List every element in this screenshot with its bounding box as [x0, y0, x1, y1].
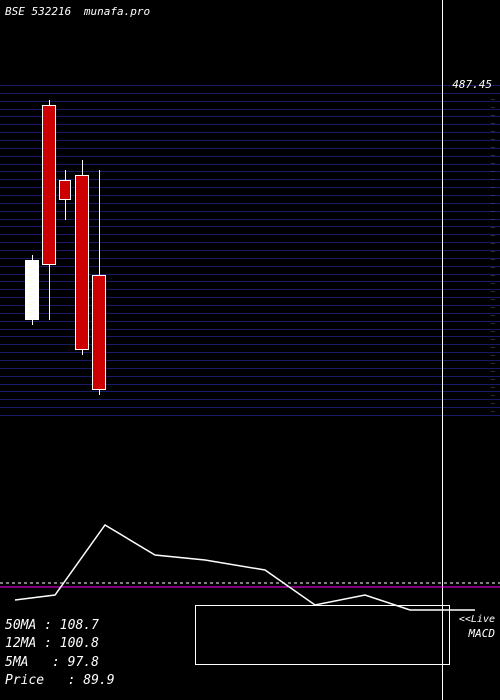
- price-tick: —: [491, 111, 495, 119]
- ma5-row: 5MA : 97.8: [5, 654, 115, 672]
- price-tick: —: [491, 167, 495, 175]
- price-tick: —: [491, 127, 495, 135]
- price-tick: —: [491, 343, 495, 351]
- price-tick: —: [491, 231, 495, 239]
- price-tick: —: [491, 375, 495, 383]
- price-tick: —: [491, 335, 495, 343]
- price-tick: —: [491, 311, 495, 319]
- price-tick: —: [491, 351, 495, 359]
- macd-label: MACD: [469, 627, 496, 640]
- macd-line: [15, 525, 475, 610]
- macd-box: [195, 605, 450, 665]
- price-tick: —: [491, 199, 495, 207]
- price-tick: —: [491, 135, 495, 143]
- price-tick: —: [491, 215, 495, 223]
- ma12-row: 12MA : 100.8: [5, 635, 115, 653]
- price-row: Price : 89.9: [5, 672, 115, 690]
- price-tick: —: [491, 191, 495, 199]
- price-tick: —: [491, 239, 495, 247]
- ma50-row: 50MA : 108.7: [5, 617, 115, 635]
- price-tick: —: [491, 271, 495, 279]
- price-tick: —: [491, 303, 495, 311]
- price-tick: —: [491, 279, 495, 287]
- price-tick: —: [491, 327, 495, 335]
- price-tick: —: [491, 407, 495, 415]
- price-tick: —: [491, 159, 495, 167]
- price-tick: —: [491, 95, 495, 103]
- price-tick: —: [491, 183, 495, 191]
- info-box: 50MA : 108.7 12MA : 100.8 5MA : 97.8 Pri…: [5, 617, 115, 690]
- price-tick: —: [491, 103, 495, 111]
- macd-panel: [0, 0, 500, 700]
- price-tick: —: [491, 287, 495, 295]
- price-tick: —: [491, 247, 495, 255]
- price-tick: —: [491, 367, 495, 375]
- live-label: <<Live: [459, 614, 495, 625]
- price-tick: —: [491, 391, 495, 399]
- price-tick: —: [491, 255, 495, 263]
- price-tick: —: [491, 151, 495, 159]
- price-tick: —: [491, 383, 495, 391]
- price-tick: —: [491, 119, 495, 127]
- price-tick: —: [491, 319, 495, 327]
- price-tick: —: [491, 359, 495, 367]
- price-tick: —: [491, 143, 495, 151]
- price-tick: —: [491, 175, 495, 183]
- price-tick: —: [491, 223, 495, 231]
- price-tick: —: [491, 263, 495, 271]
- price-tick: —: [491, 295, 495, 303]
- price-tick: —: [491, 399, 495, 407]
- stock-chart: BSE 532216 munafa.pro 487.45 <<Live MACD…: [0, 0, 500, 700]
- price-tick: —: [491, 207, 495, 215]
